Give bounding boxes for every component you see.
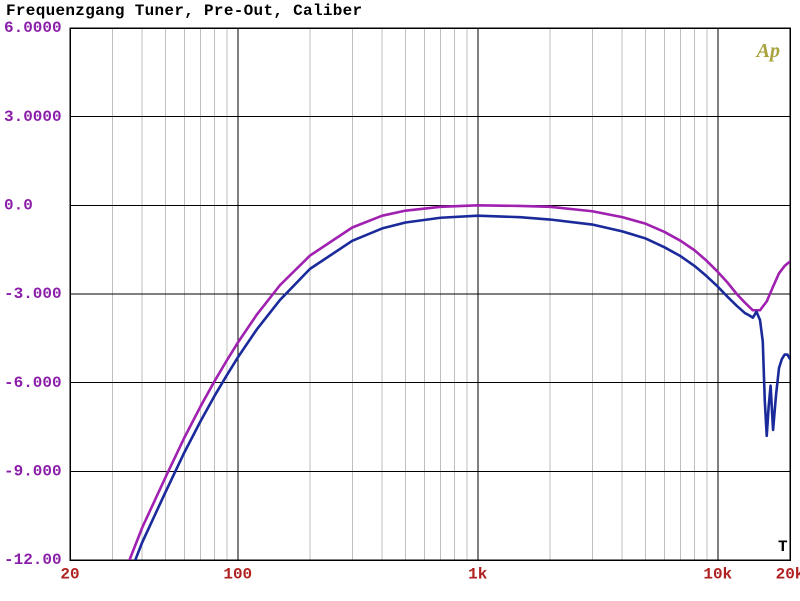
y-tick-label: -9.000 [4,463,62,481]
svg-text:-9.000: -9.000 [4,463,62,481]
y-tick-label: -12.00 [4,551,62,569]
svg-text:20k: 20k [776,565,800,583]
svg-text:-3.000: -3.000 [4,285,62,303]
y-tick-label: -3.000 [4,285,62,303]
svg-text:20: 20 [60,565,79,583]
y-tick-label: 6.0000 [4,19,62,37]
svg-text:1k: 1k [468,565,488,583]
svg-text:3.0000: 3.0000 [4,108,62,126]
x-tick-label: 1k [468,565,488,583]
watermark-ap: Ap [757,40,780,63]
chart-svg: -12.00 -9.000 -6.000 -3.000 0.0 3.0000 6.0000 2… [0,0,800,601]
x-tick-label: 10k [703,565,732,583]
y-tick-label: 0.0 [4,197,33,215]
x-tick-label: 100 [223,565,252,583]
svg-text:100: 100 [223,565,252,583]
svg-text:-12.00: -12.00 [4,551,62,569]
svg-text:10k: 10k [703,565,732,583]
x-axis-label: T [778,538,788,556]
x-tick-label: 20k [776,565,800,583]
svg-text:6.0000: 6.0000 [4,19,62,37]
y-tick-label: -6.000 [4,374,62,392]
chart-container: Frequenzgang Tuner, Pre-Out, Caliber -12… [0,0,800,601]
svg-text:0.0: 0.0 [4,197,33,215]
svg-text:-6.000: -6.000 [4,374,62,392]
y-tick-label: 3.0000 [4,108,62,126]
x-tick-label: 20 [60,565,79,583]
